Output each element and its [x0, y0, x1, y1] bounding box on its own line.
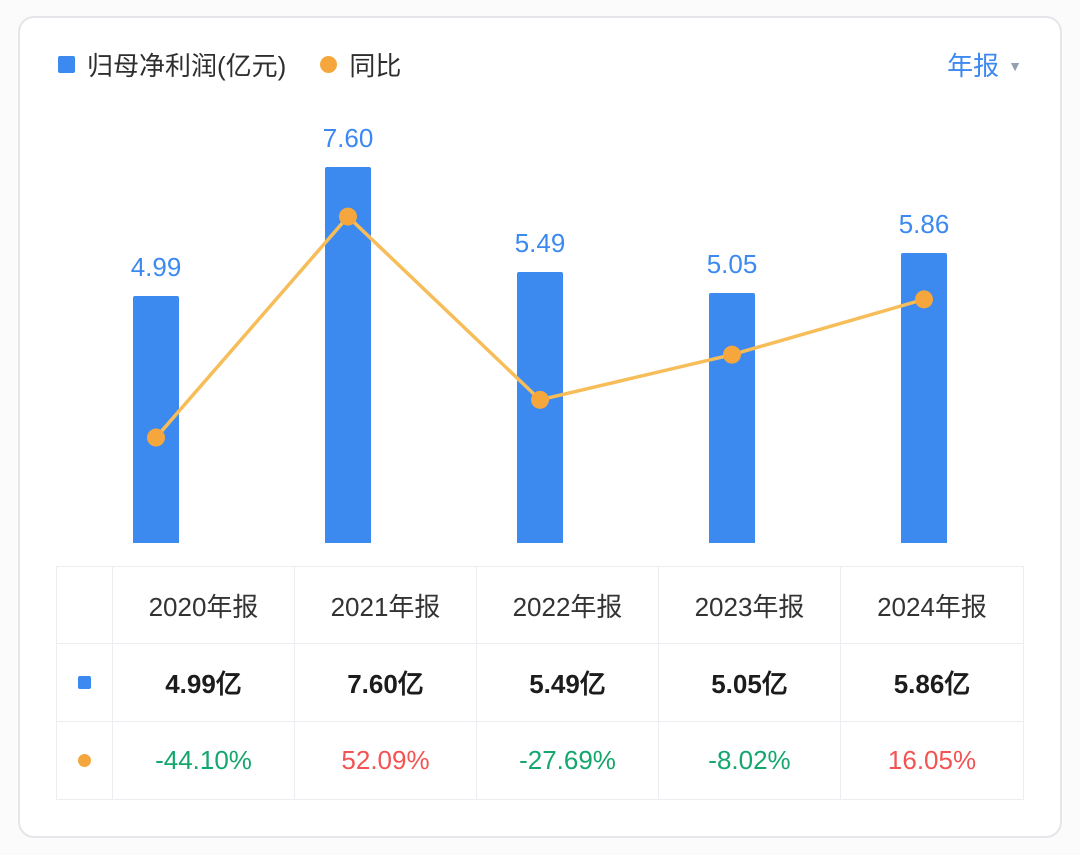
yoy-cell: -27.69%: [477, 721, 659, 799]
net-profit-cell: 5.05亿: [659, 644, 841, 722]
period-selector[interactable]: 年报 ▼: [947, 46, 1022, 83]
yoy-cell: 52.09%: [295, 721, 477, 799]
line-series-swatch-icon: [78, 753, 91, 767]
chart-card: 归母净利润(亿元) 同比 年报 ▼ 4.99 7.60 5.49 5.05 5.86 2…: [18, 16, 1062, 838]
chevron-down-icon: ▼: [1008, 57, 1022, 74]
bar-value-label: 7.60: [322, 123, 374, 154]
bar-value-label: 5.05: [706, 249, 758, 280]
yoy-point[interactable]: [339, 207, 357, 226]
yoy-point[interactable]: [531, 390, 549, 409]
bar-2023年报[interactable]: [709, 293, 755, 543]
yoy-cell: -8.02%: [659, 721, 841, 799]
yoy-cell: 16.05%: [887, 744, 977, 775]
net-profit-cell: 7.60亿: [295, 644, 477, 722]
legend: 归母净利润(亿元) 同比: [58, 46, 401, 83]
yoy-cell: -44.10%: [113, 721, 295, 799]
table-row-icon-cell: [57, 644, 113, 722]
legend-item-net-profit: 归母净利润(亿元): [58, 46, 286, 83]
table-header-cell: 2020年报: [113, 567, 295, 645]
yoy-line-overlay: [147, 207, 933, 447]
table-header-cell: 2024年报: [841, 567, 1023, 645]
bar-value-label: 5.86: [898, 209, 950, 240]
table-header-cell: 2022年报: [477, 567, 659, 645]
chart-header: 归母净利润(亿元) 同比 年报 ▼: [58, 46, 1022, 82]
period-selector-label: 年报: [947, 50, 1000, 81]
legend-bar-label: 归母净利润(亿元): [87, 50, 287, 81]
data-table: 2020年报 2021年报 2022年报 2023年报 2024年报 4.99亿…: [56, 566, 1024, 800]
table-header-cell: 2021年报: [295, 567, 477, 645]
combo-chart: 4.99 7.60 5.49 5.05 5.86: [20, 103, 1060, 543]
legend-line-label: 同比: [349, 50, 402, 81]
bar-value-label: 5.49: [514, 227, 566, 258]
yoy-point[interactable]: [147, 428, 165, 447]
table-corner-cell: [57, 567, 113, 645]
yoy-point[interactable]: [723, 345, 741, 364]
bar-series-swatch-icon: [78, 675, 91, 689]
yoy-point[interactable]: [915, 290, 933, 309]
line-series-swatch-icon: [320, 55, 338, 73]
net-profit-cell: 5.49亿: [477, 644, 659, 722]
table-row-icon-cell: [57, 721, 113, 799]
table-header-cell: 2023年报: [659, 567, 841, 645]
legend-item-yoy: 同比: [320, 46, 401, 83]
bar-series-swatch-icon: [58, 55, 75, 73]
net-profit-cell: 4.99亿: [113, 644, 295, 722]
net-profit-cell: 5.86亿: [841, 644, 1023, 722]
bar-value-label: 4.99: [130, 252, 182, 283]
